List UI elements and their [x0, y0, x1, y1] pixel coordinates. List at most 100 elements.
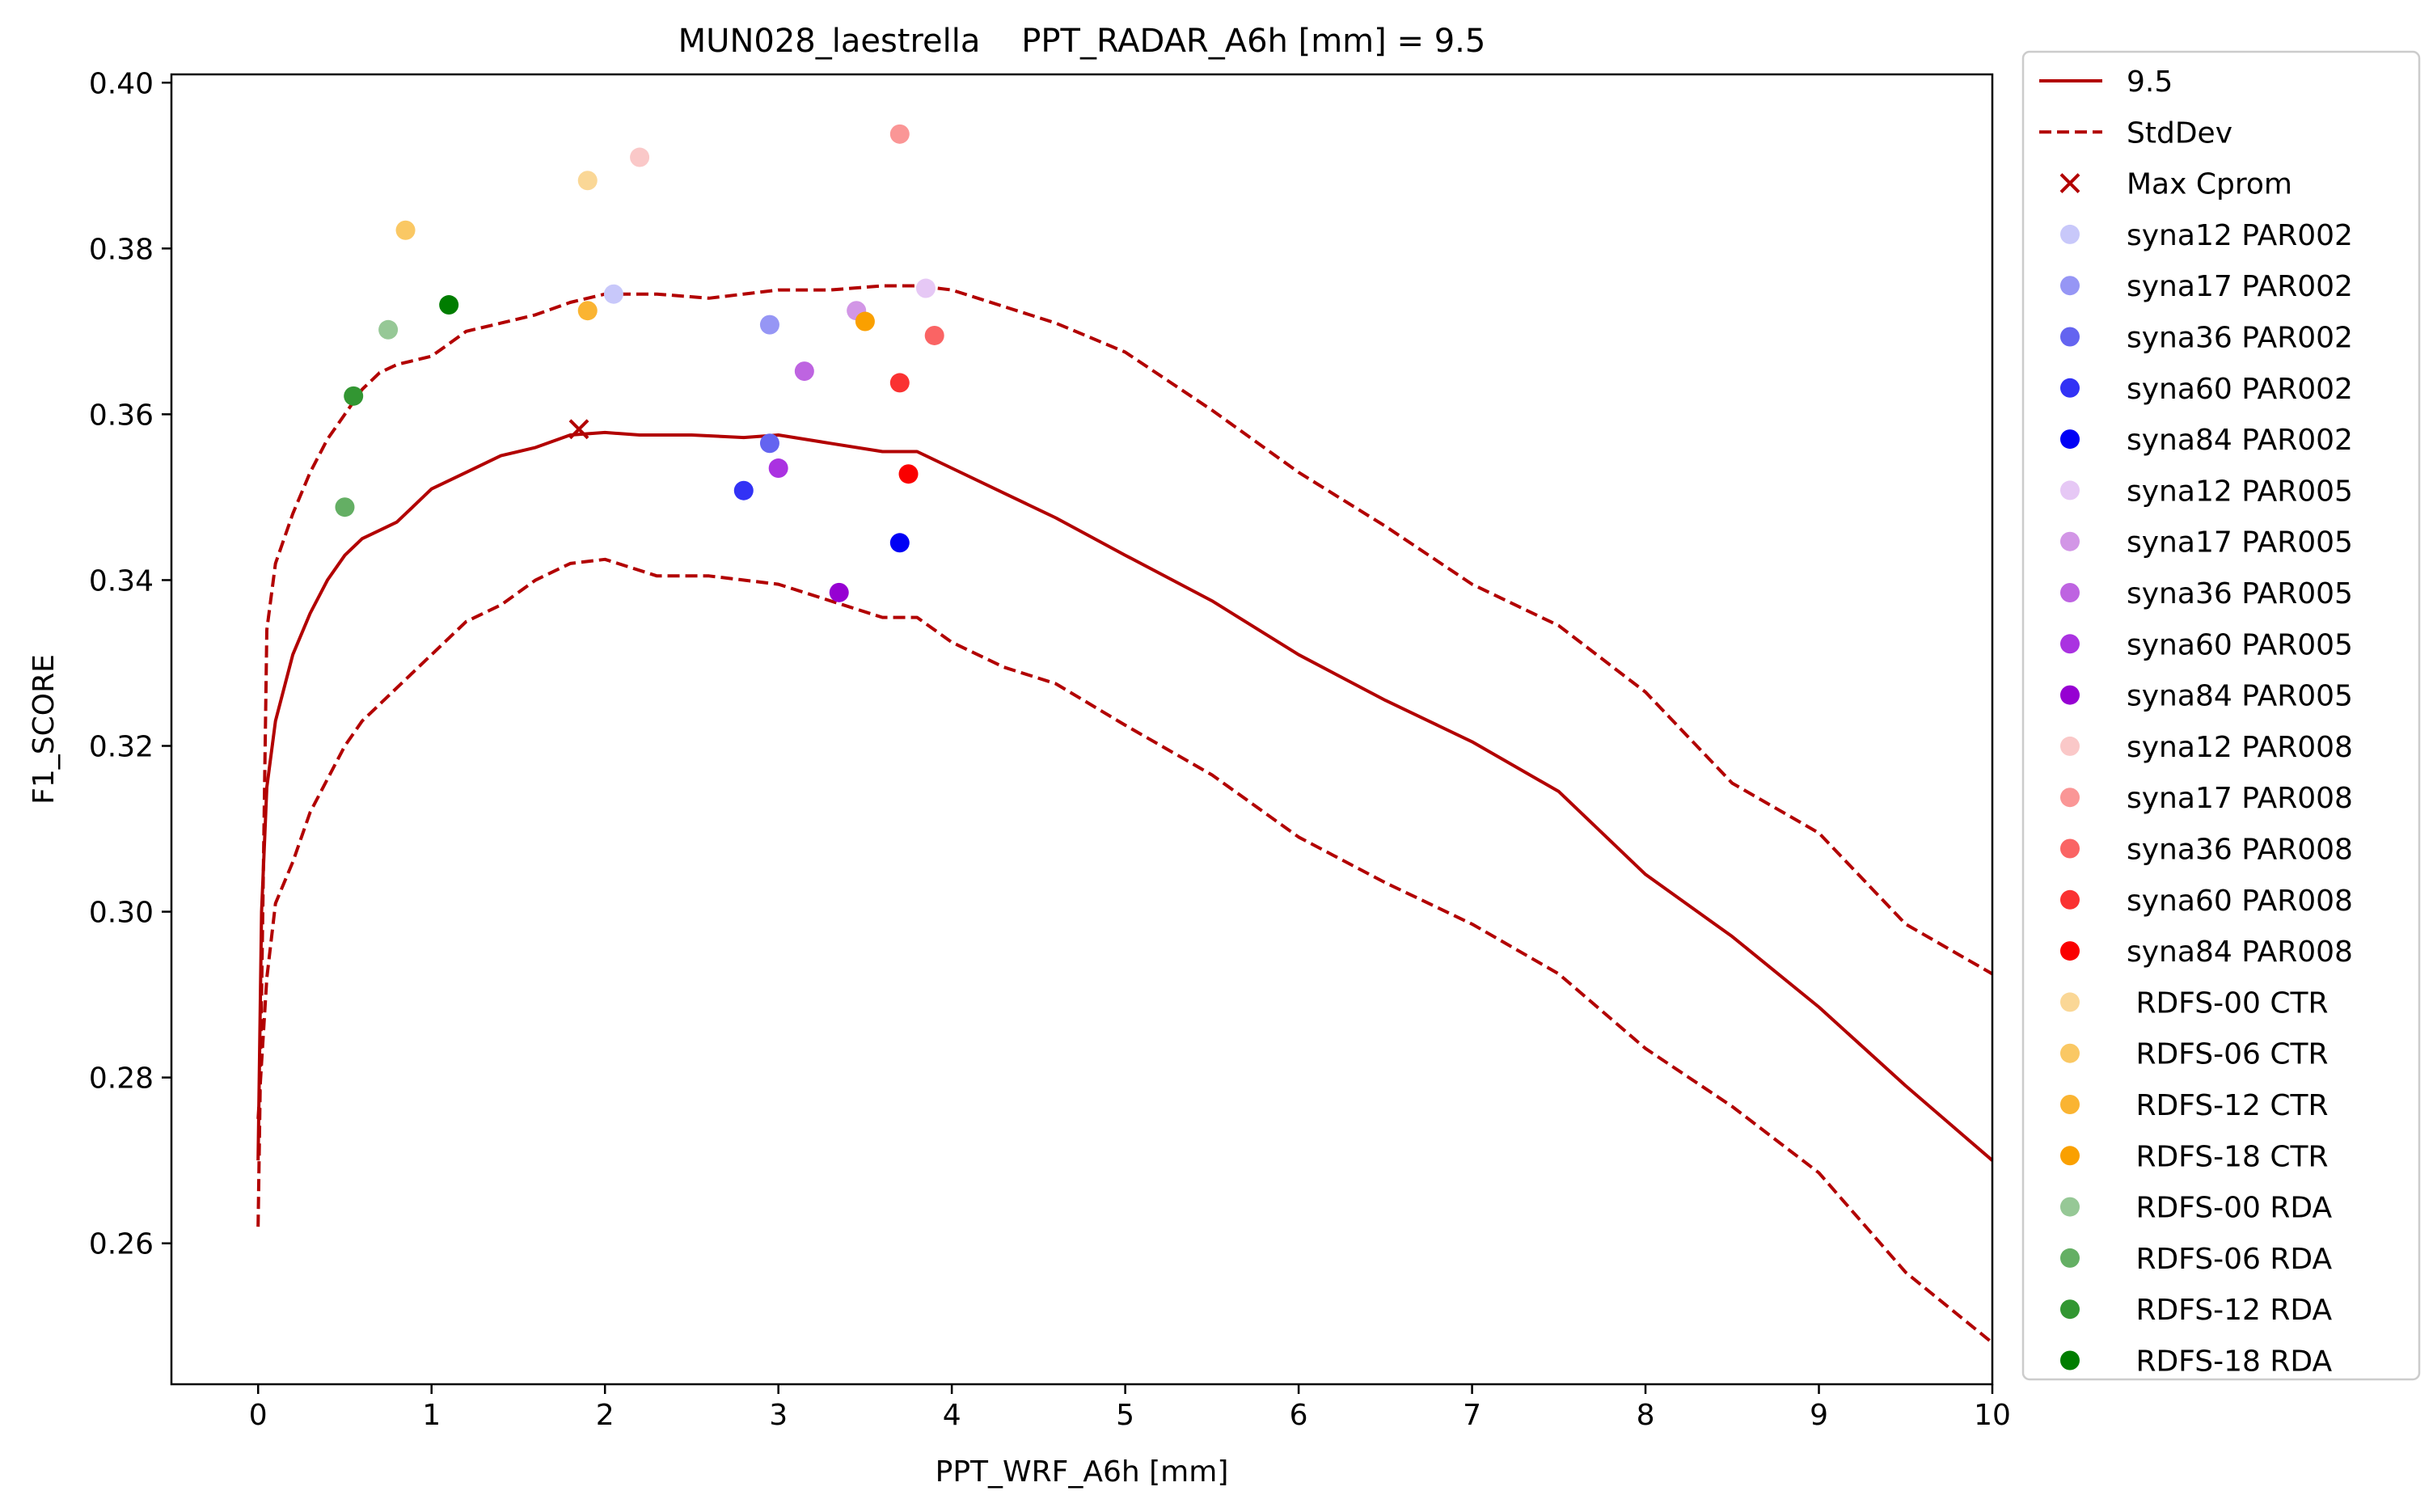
legend-entry: syna36 PAR002 [2060, 322, 2353, 355]
x-tick-label: 3 [769, 1399, 788, 1432]
legend-label: Max Cprom [2127, 168, 2292, 201]
y-tick-label: 0.38 [89, 233, 154, 266]
legend-entry: syna60 PAR008 [2060, 885, 2353, 918]
legend-label: 9.5 [2127, 65, 2173, 99]
legend-dot-swatch [2060, 788, 2080, 808]
scatter-point-syna12-par002 [603, 284, 623, 304]
y-tick-label: 0.36 [89, 399, 154, 432]
legend-entry: syna36 PAR008 [2060, 834, 2353, 867]
legend-dot-swatch [2060, 1197, 2080, 1217]
legend-x-swatch-b [2059, 173, 2080, 194]
legend-label: RDFS-12 RDA [2127, 1294, 2332, 1327]
x-tick-label: 7 [1463, 1399, 1481, 1432]
y-tick-label: 0.26 [89, 1228, 154, 1261]
legend-label: syna36 PAR002 [2127, 322, 2353, 355]
legend-entry: RDFS-12 RDA [2060, 1294, 2332, 1327]
scatter-point-syna17-par008 [889, 124, 910, 144]
plot-frame [170, 73, 1994, 1386]
legend-label: syna17 PAR005 [2127, 526, 2353, 560]
legend-entry: RDFS-00 CTR [2060, 986, 2329, 1020]
legend-entry: syna17 PAR002 [2060, 270, 2353, 303]
legend-entry: StdDev [2039, 116, 2232, 150]
legend-entry: RDFS-06 CTR [2060, 1038, 2329, 1071]
legend-entry: syna84 PAR002 [2060, 424, 2353, 457]
legend-entry: syna60 PAR005 [2060, 628, 2353, 661]
x-tick-label: 4 [943, 1399, 961, 1432]
legend-entry: Max Cprom [2059, 168, 2292, 201]
legend-entry: syna84 PAR008 [2060, 935, 2353, 969]
y-tick-label: 0.40 [89, 67, 154, 100]
legend-label: RDFS-18 RDA [2127, 1345, 2332, 1379]
legend-label: syna84 PAR002 [2127, 424, 2353, 457]
legend-dot-swatch [2060, 685, 2080, 705]
x-axis-label: PPT_WRF_A6h [mm] [936, 1455, 1229, 1489]
scatter-point-syna84-par008 [898, 464, 919, 484]
scatter-point-syna36-par002 [759, 433, 779, 454]
legend-entry: syna84 PAR005 [2060, 680, 2353, 713]
scatter-point-rdfs-18-rda [439, 295, 459, 315]
legend-label: RDFS-12 CTR [2127, 1089, 2329, 1122]
legend-dot-swatch [2060, 224, 2080, 244]
axes: 0 1 2 3 4 5 6 7 8 9 10 0.26 0.28 0.30 0.32 0.34 0.36 0.38… [89, 67, 2011, 1432]
legend-label: syna17 PAR002 [2127, 270, 2353, 303]
legend-dot-swatch [2060, 838, 2080, 859]
legend-dot-swatch [2060, 531, 2080, 551]
legend-dot-swatch [2060, 480, 2080, 500]
legend-label: StdDev [2127, 116, 2232, 150]
stddev-line-1 [256, 284, 1993, 1227]
x-tick-label: 1 [422, 1399, 441, 1432]
legend-dot-swatch [2060, 1248, 2080, 1268]
legend-dot-swatch [2060, 736, 2080, 756]
legend-label: syna36 PAR008 [2127, 834, 2353, 867]
y-tick-label: 0.28 [89, 1062, 154, 1096]
legend-entry: syna17 PAR008 [2060, 782, 2353, 815]
stddev-line-2 [256, 557, 1994, 1345]
legend-dot-swatch [2060, 327, 2080, 347]
legend-label: RDFS-18 CTR [2127, 1140, 2329, 1173]
legend-dot-swatch [2060, 1299, 2080, 1320]
scatter-point-rdfs-06-ctr [395, 220, 416, 240]
legend-label: RDFS-06 RDA [2127, 1243, 2332, 1276]
plot-area [256, 124, 1994, 1345]
legend-dot-swatch [2060, 276, 2080, 296]
legend-label: syna60 PAR002 [2127, 373, 2353, 406]
series-line-mean [256, 430, 1994, 1162]
scatter-point-syna17-par002 [759, 315, 779, 335]
legend-entry: syna12 PAR005 [2060, 475, 2353, 508]
scatter-point-syna60-par002 [733, 480, 754, 500]
legend-entry: 9.5 [2039, 65, 2173, 99]
scatter-point-rdfs-18-ctr [855, 311, 875, 332]
legend-label: syna17 PAR008 [2127, 782, 2353, 815]
scatter-point-syna60-par008 [889, 373, 910, 393]
scatter-point-rdfs-00-ctr [577, 171, 598, 191]
scatter-point-rdfs-12-rda [344, 386, 364, 406]
legend-entry: syna17 PAR005 [2060, 526, 2353, 560]
x-tick-label: 9 [1810, 1399, 1828, 1432]
scatter-point-rdfs-00-rda [378, 319, 399, 340]
legend-entry: RDFS-18 RDA [2060, 1345, 2332, 1379]
x-tick-label: 5 [1116, 1399, 1134, 1432]
legend-label: syna60 PAR008 [2127, 885, 2353, 918]
scatter-point-syna12-par005 [915, 278, 936, 298]
legend-dot-swatch [2060, 889, 2080, 910]
legend-entry: syna60 PAR002 [2060, 373, 2353, 406]
scatter-point-syna84-par002 [889, 533, 910, 553]
scatter-point-syna36-par005 [794, 361, 814, 382]
legend-dot-swatch [2060, 1043, 2080, 1063]
legend-entry: syna36 PAR005 [2060, 577, 2353, 610]
legend-entry: RDFS-18 CTR [2060, 1140, 2329, 1173]
chart-title: MUN028_laestrella PPT_RADAR_A6h [mm] = 9… [678, 23, 1486, 60]
legend-label: syna60 PAR005 [2127, 628, 2353, 661]
legend-dot-swatch [2060, 992, 2080, 1012]
legend-dot-swatch [2060, 583, 2080, 602]
legend-dot-swatch [2060, 429, 2080, 450]
x-tick-label: 2 [596, 1399, 615, 1432]
legend-entry: RDFS-06 RDA [2060, 1243, 2332, 1276]
scatter-point-syna84-par005 [829, 582, 849, 602]
legend-dot-swatch [2060, 378, 2080, 398]
legend-dot-swatch [2060, 1095, 2080, 1114]
x-tick-label: 6 [1290, 1399, 1308, 1432]
y-tick-label: 0.30 [89, 897, 154, 930]
legend-label: syna36 PAR005 [2127, 577, 2353, 610]
